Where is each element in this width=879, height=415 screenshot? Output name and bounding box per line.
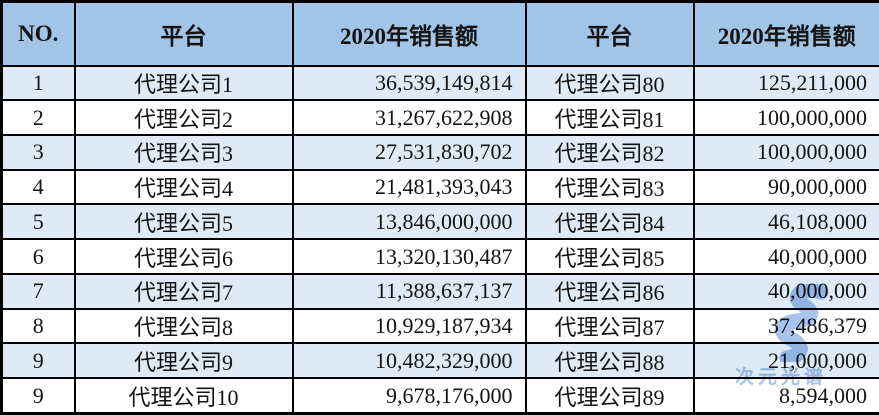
cell-row-number: 9 — [0, 377, 76, 415]
cell-sales-value: 10,929,187,934 — [291, 307, 527, 345]
cell-row-number: 6 — [0, 238, 76, 275]
cell-sales-value: 31,267,622,908 — [291, 99, 527, 136]
cell-sales-value: 27,531,830,702 — [291, 133, 527, 171]
cell-sales-value: 9,678,176,000 — [291, 377, 527, 415]
cell-sales-value: 125,211,000 — [692, 64, 879, 102]
table-row: 4 代理公司4 21,481,393,043 代理公司83 90,000,000 — [0, 168, 879, 206]
cell-row-number: 4 — [0, 168, 76, 206]
cell-sales-value: 37,486,379 — [692, 307, 879, 345]
table-row: 8 代理公司8 10,929,187,934 代理公司87 37,486,379 — [0, 307, 879, 345]
cell-sales-value: 40,000,000 — [692, 272, 879, 310]
cell-sales-value: 13,320,130,487 — [291, 238, 527, 275]
cell-sales-value: 13,846,000,000 — [291, 203, 527, 241]
cell-row-number: 7 — [0, 272, 76, 310]
cell-platform-name: 代理公司89 — [524, 377, 695, 415]
cell-sales-value: 8,594,000 — [692, 377, 879, 415]
cell-sales-value: 100,000,000 — [692, 99, 879, 136]
cell-row-number: 5 — [0, 203, 76, 241]
table-body: 1 代理公司1 36,539,149,814 代理公司80 125,211,000 2 代理… — [0, 64, 879, 415]
header-platform-2: 平台 — [524, 0, 695, 67]
cell-platform-name: 代理公司8 — [73, 307, 294, 345]
cell-platform-name: 代理公司84 — [524, 203, 695, 241]
table-row: 9 代理公司9 10,482,329,000 代理公司88 21,000,000 — [0, 342, 879, 380]
table-row: 9 代理公司10 9,678,176,000 代理公司89 8,594,000 — [0, 377, 879, 415]
cell-sales-value: 46,108,000 — [692, 203, 879, 241]
cell-platform-name: 代理公司10 — [73, 377, 294, 415]
cell-platform-name: 代理公司81 — [524, 99, 695, 136]
cell-sales-value: 11,388,637,137 — [291, 272, 527, 310]
cell-sales-value: 21,481,393,043 — [291, 168, 527, 206]
header-platform-1: 平台 — [73, 0, 294, 67]
cell-sales-value: 36,539,149,814 — [291, 64, 527, 102]
cell-platform-name: 代理公司7 — [73, 272, 294, 310]
cell-platform-name: 代理公司9 — [73, 342, 294, 380]
cell-row-number: 9 — [0, 342, 76, 380]
cell-platform-name: 代理公司82 — [524, 133, 695, 171]
header-row: NO. 平台 2020年销售额 平台 2020年销售额 — [0, 0, 879, 67]
cell-sales-value: 21,000,000 — [692, 342, 879, 380]
table-row: 1 代理公司1 36,539,149,814 代理公司80 125,211,000 — [0, 64, 879, 102]
cell-platform-name: 代理公司80 — [524, 64, 695, 102]
table-row: 7 代理公司7 11,388,637,137 代理公司86 40,000,000 — [0, 272, 879, 310]
header-no: NO. — [0, 0, 76, 67]
table-row: 3 代理公司3 27,531,830,702 代理公司82 100,000,000 — [0, 133, 879, 171]
cell-row-number: 3 — [0, 133, 76, 171]
cell-sales-value: 90,000,000 — [692, 168, 879, 206]
cell-sales-value: 10,482,329,000 — [291, 342, 527, 380]
header-sales-1: 2020年销售额 — [291, 0, 527, 67]
table-header: NO. 平台 2020年销售额 平台 2020年销售额 — [0, 0, 879, 67]
cell-platform-name: 代理公司6 — [73, 238, 294, 275]
cell-row-number: 2 — [0, 99, 76, 136]
cell-row-number: 8 — [0, 307, 76, 345]
table-row: 6 代理公司6 13,320,130,487 代理公司85 40,000,000 — [0, 238, 879, 275]
table-row: 2 代理公司2 31,267,622,908 代理公司81 100,000,000 — [0, 99, 879, 136]
cell-platform-name: 代理公司3 — [73, 133, 294, 171]
header-sales-2: 2020年销售额 — [692, 0, 879, 67]
cell-platform-name: 代理公司4 — [73, 168, 294, 206]
cell-sales-value: 100,000,000 — [692, 133, 879, 171]
cell-platform-name: 代理公司83 — [524, 168, 695, 206]
table-row: 5 代理公司5 13,846,000,000 代理公司84 46,108,000 — [0, 203, 879, 241]
cell-platform-name: 代理公司5 — [73, 203, 294, 241]
cell-platform-name: 代理公司2 — [73, 99, 294, 136]
cell-platform-name: 代理公司88 — [524, 342, 695, 380]
cell-platform-name: 代理公司85 — [524, 238, 695, 275]
cell-platform-name: 代理公司87 — [524, 307, 695, 345]
cell-row-number: 1 — [0, 64, 76, 102]
cell-sales-value: 40,000,000 — [692, 238, 879, 275]
cell-platform-name: 代理公司1 — [73, 64, 294, 102]
cell-platform-name: 代理公司86 — [524, 272, 695, 310]
